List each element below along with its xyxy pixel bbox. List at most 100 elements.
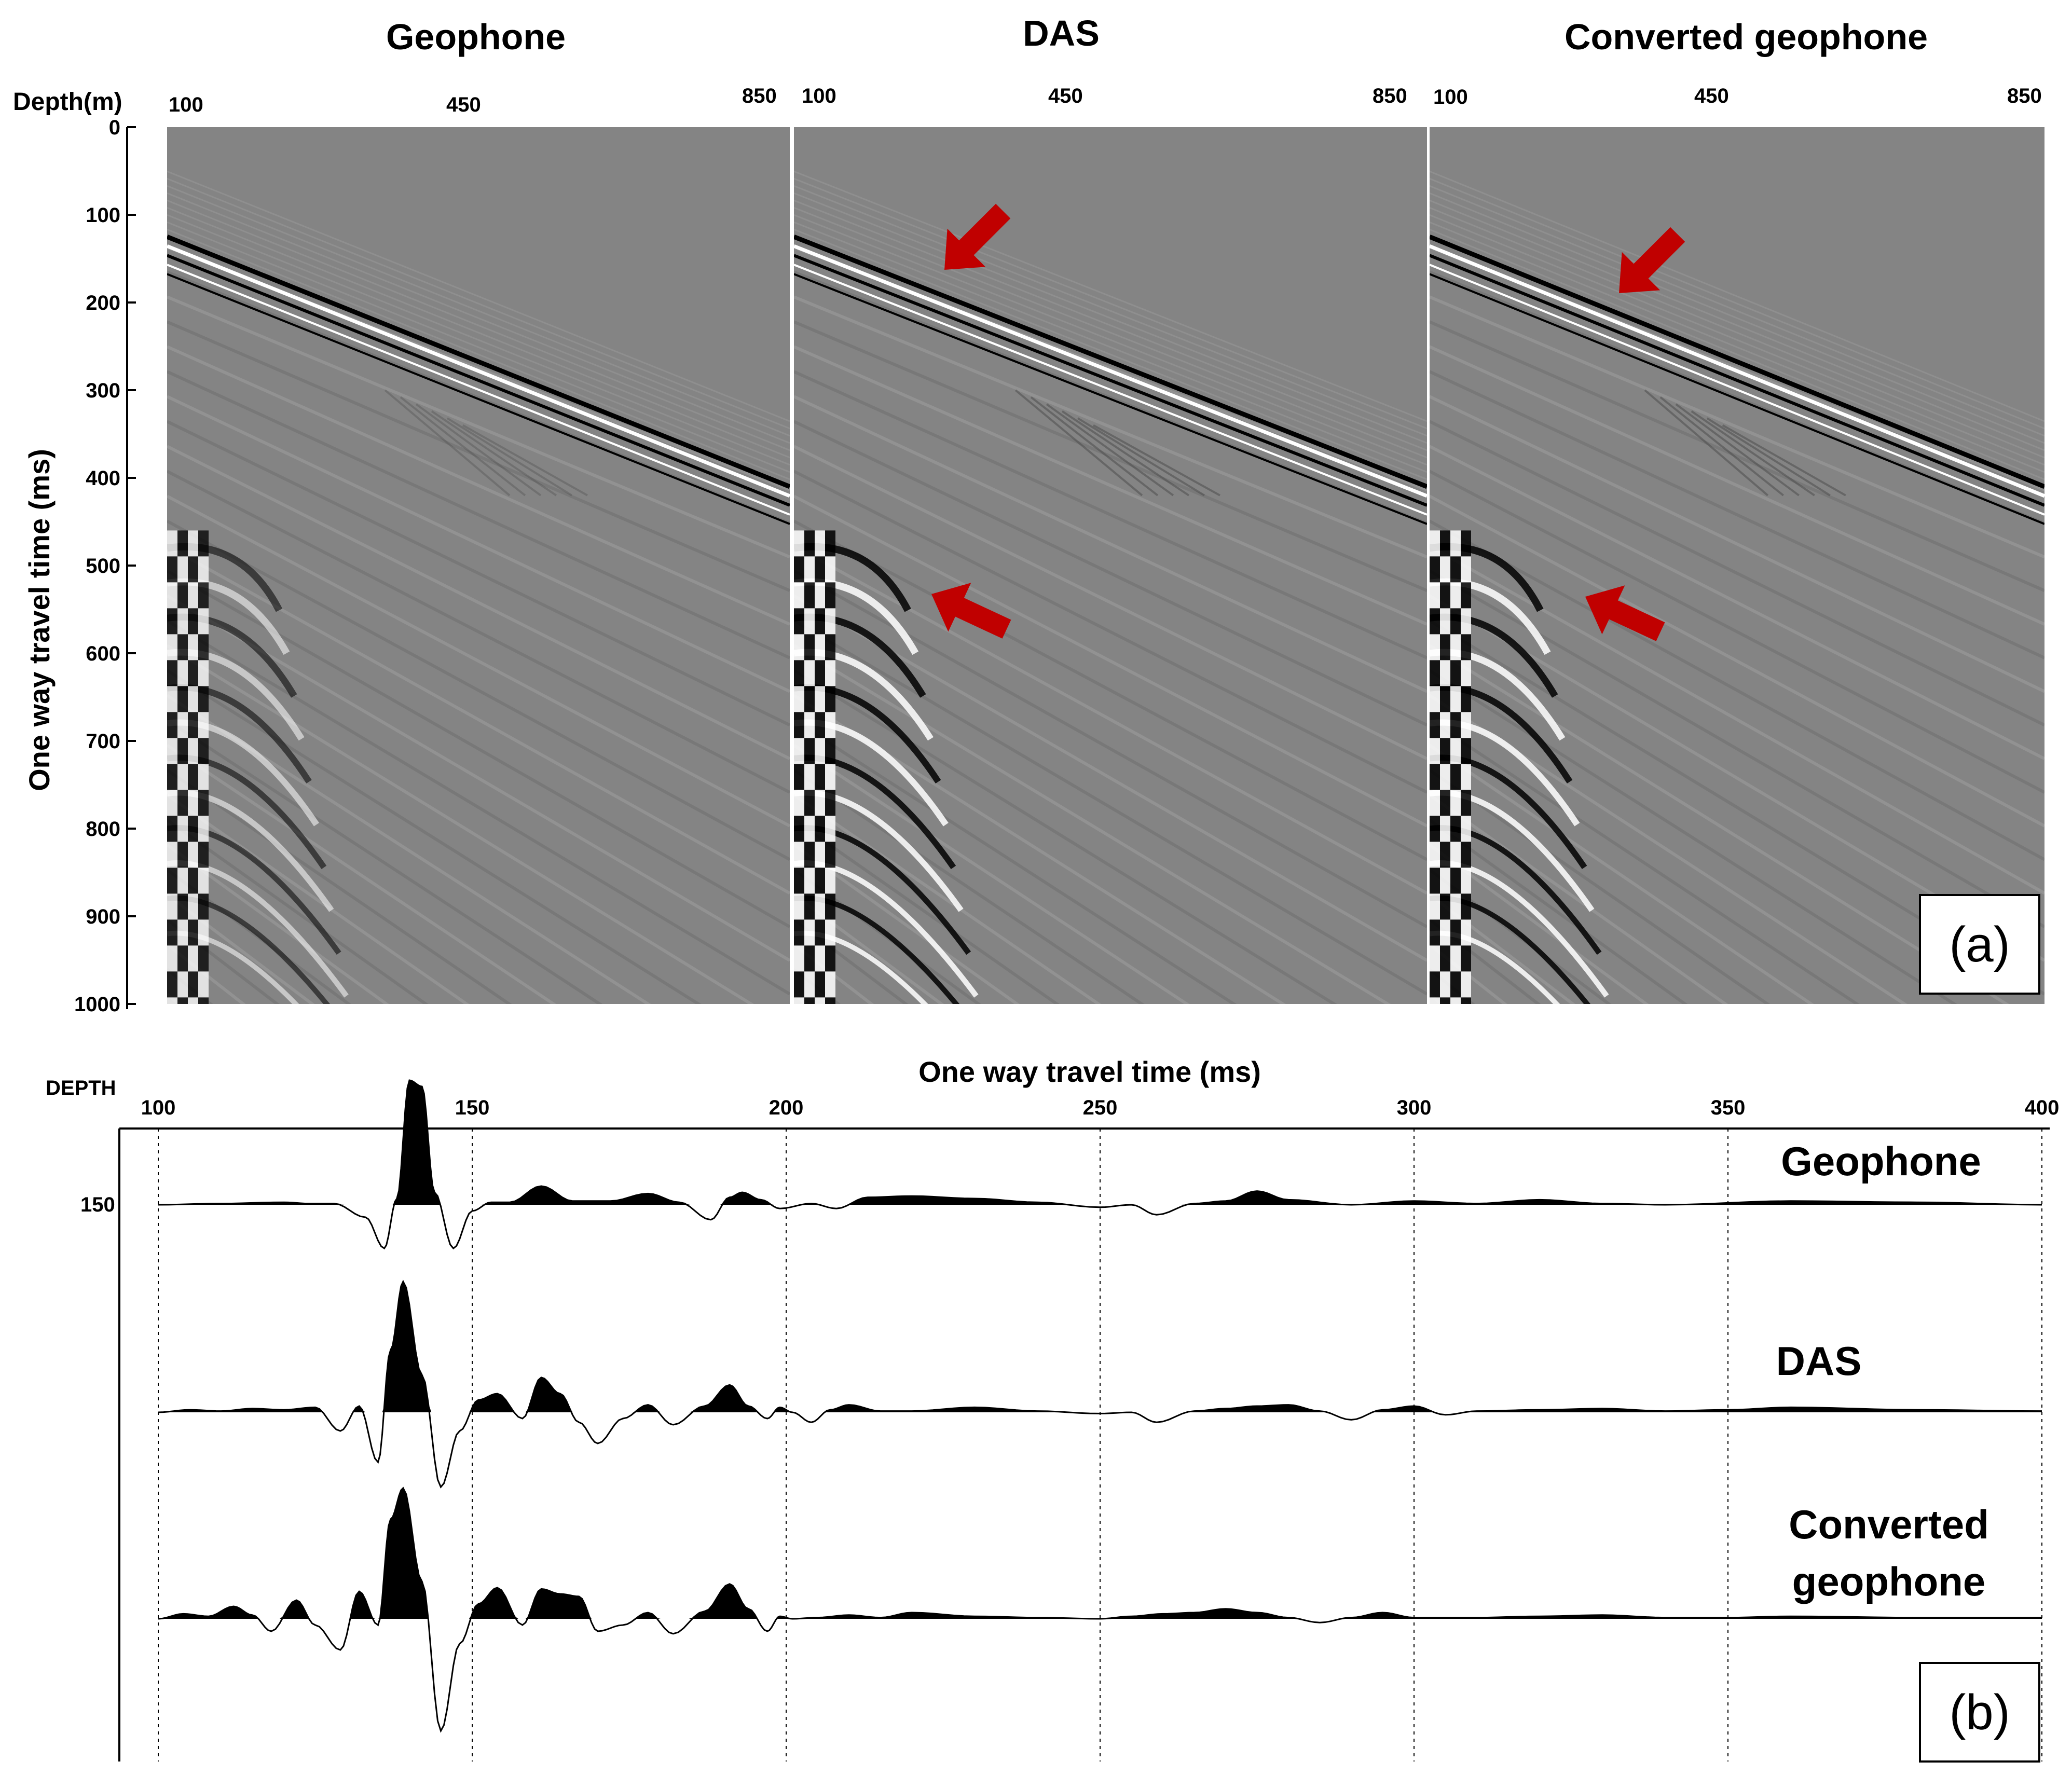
near-well-noise <box>167 738 177 764</box>
seismic-ringing <box>794 170 1427 422</box>
upgoing-event <box>1030 396 1159 497</box>
near-well-noise <box>804 1257 815 1283</box>
near-well-noise <box>1450 686 1461 712</box>
near-well-noise <box>177 608 188 635</box>
upgoing-event <box>1061 410 1190 497</box>
depth-tick-100-das: 100 <box>802 85 836 107</box>
near-well-noise <box>167 893 177 920</box>
seismic-event <box>1430 744 1814 1004</box>
near-well-noise <box>188 919 198 946</box>
near-well-noise <box>1430 790 1440 816</box>
near-well-noise <box>815 1205 825 1231</box>
near-well-noise <box>1430 582 1440 609</box>
trace-line-converted-geophone <box>158 1487 2042 1733</box>
near-well-noise <box>1450 868 1461 894</box>
first-break <box>1430 264 2044 516</box>
near-well-noise <box>177 816 188 842</box>
near-well-noise <box>815 945 825 972</box>
near-well-noise <box>804 556 815 583</box>
upgoing-event <box>462 424 588 497</box>
near-well-noise <box>177 1049 188 1075</box>
near-well-noise <box>188 764 198 790</box>
seismic-ringing <box>794 214 1427 466</box>
seismic-event <box>1430 793 1728 1004</box>
near-well-noise <box>1461 660 1471 686</box>
near-well-noise <box>804 790 815 816</box>
near-well-noise <box>825 634 835 660</box>
seismic-event <box>794 594 1427 962</box>
near-well-noise <box>804 1075 815 1101</box>
near-well-noise <box>188 660 198 686</box>
near-well-noise <box>167 1231 177 1257</box>
near-well-noise <box>198 1023 209 1049</box>
near-well-noise <box>804 945 815 972</box>
seismic-event <box>1430 893 1576 1004</box>
near-well-noise <box>198 530 209 557</box>
near-well-noise <box>1461 608 1471 635</box>
gridlines <box>158 1129 2042 1762</box>
first-break <box>794 235 1427 489</box>
near-well-noise <box>167 1127 177 1153</box>
seismic-event <box>167 320 790 593</box>
y-tick-label: 300 <box>86 379 120 402</box>
near-well-noise <box>1440 1023 1450 1049</box>
seismic-event <box>794 445 1427 760</box>
near-well-noise <box>815 530 825 557</box>
near-well-noise <box>1430 1049 1440 1075</box>
seismic-ringing <box>1430 192 2044 444</box>
near-well-noise <box>815 1101 825 1127</box>
seismic-event <box>167 1044 790 1565</box>
seismic-event <box>794 644 1391 1004</box>
seismic-event <box>794 295 1427 559</box>
seismic-ringing <box>1430 228 2044 480</box>
near-well-noise <box>1450 997 1461 1004</box>
seismic-ringing <box>167 228 790 480</box>
first-break <box>1430 254 2044 507</box>
near-well-noise <box>825 738 835 764</box>
depth-header: DEPTH <box>46 1077 116 1099</box>
seismic-event <box>794 544 1427 895</box>
near-well-noise <box>198 971 209 998</box>
near-well-noise <box>804 893 815 920</box>
near-well-noise <box>1450 556 1461 583</box>
near-well-noise <box>1450 660 1461 686</box>
near-well-noise <box>198 919 209 946</box>
seismic-event <box>1430 818 1688 1004</box>
near-well-noise <box>825 1179 835 1205</box>
near-well-noise <box>167 1179 177 1205</box>
near-well-noise <box>1461 712 1471 738</box>
near-well-noise <box>1440 1075 1450 1101</box>
first-break <box>1430 235 2044 489</box>
near-well-noise <box>177 1127 188 1153</box>
near-well-noise <box>804 1127 815 1153</box>
near-well-noise <box>188 997 198 1004</box>
near-well-noise <box>198 738 209 764</box>
seismic-event <box>794 943 874 1004</box>
near-well-noise <box>815 1283 825 1309</box>
y-ticks: 0 100 200 300 400 500 600 700 800 900 1000 <box>74 116 136 1016</box>
depth-tick-850-geophone: 850 <box>742 85 777 107</box>
near-well-noise <box>815 764 825 790</box>
near-well-noise <box>815 1049 825 1075</box>
seismic-event <box>1430 320 2044 593</box>
near-well-noise <box>825 868 835 894</box>
seismic-event <box>794 843 1020 1004</box>
near-well-noise <box>1440 634 1450 660</box>
upgoing-event <box>446 417 573 497</box>
seismic-ringing <box>167 207 790 459</box>
near-well-noise <box>167 1023 177 1049</box>
near-well-noise <box>804 1101 815 1127</box>
near-well-noise <box>1461 1257 1471 1283</box>
seismic-event <box>794 968 841 1004</box>
seismic-event <box>167 719 603 1004</box>
trace-label-das: DAS <box>1776 1338 1862 1384</box>
near-well-noise <box>198 608 209 635</box>
near-well-noise <box>825 1231 835 1257</box>
y-axis-label: One way travel time (ms) <box>23 449 56 791</box>
near-well-noise <box>1450 1231 1461 1257</box>
near-well-noise <box>825 1023 835 1049</box>
near-well-noise <box>1461 582 1471 609</box>
depth-tick-100-geophone: 100 <box>169 93 203 116</box>
near-well-noise <box>167 712 177 738</box>
